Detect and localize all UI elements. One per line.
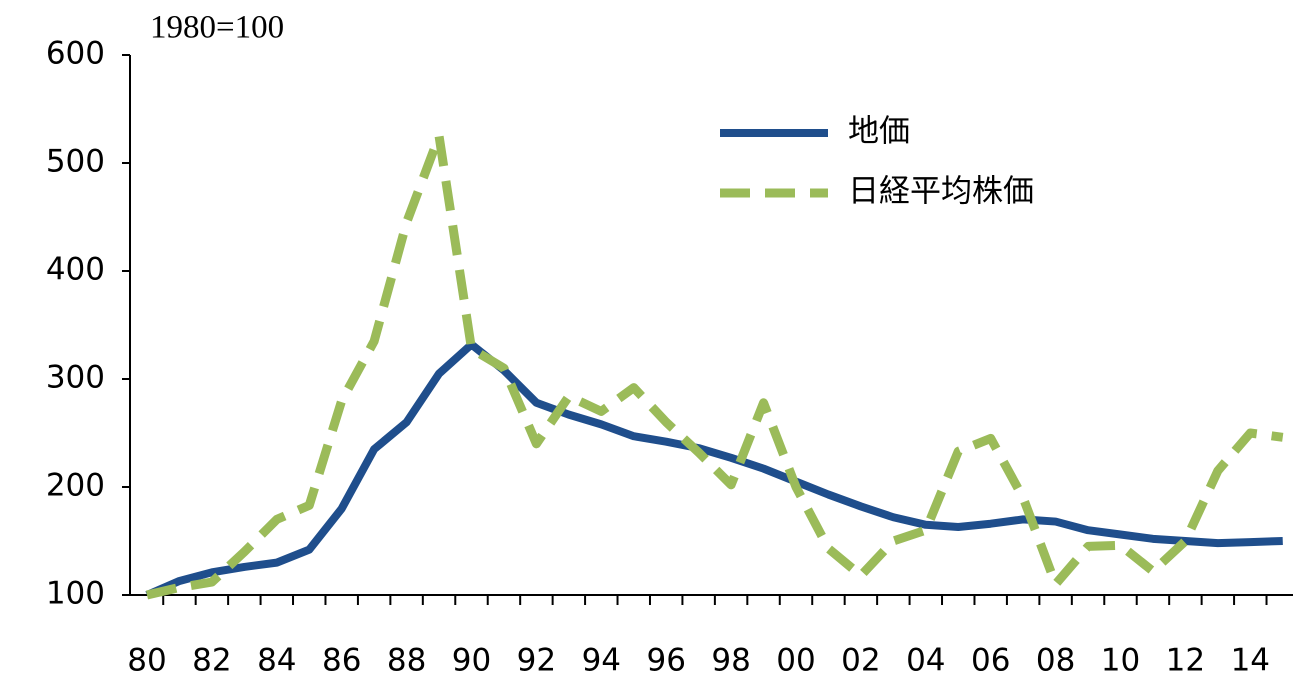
x-tick-label: 02 — [841, 643, 880, 679]
x-tick-label: 04 — [906, 643, 945, 679]
x-tick-label: 98 — [711, 643, 750, 679]
y-tick-label: 100 — [46, 576, 105, 612]
x-tick-label: 92 — [517, 643, 556, 679]
x-tick-label: 90 — [452, 643, 491, 679]
x-tick-label: 86 — [322, 643, 361, 679]
legend-label: 地価 — [848, 114, 910, 150]
y-tick-label: 500 — [46, 144, 105, 180]
x-tick-label: 00 — [776, 643, 815, 679]
x-tick-label: 88 — [387, 643, 426, 679]
x-tick-label: 06 — [971, 643, 1010, 679]
series-line — [145, 340, 1283, 599]
x-tick-label: 94 — [582, 643, 621, 679]
x-tick-label: 80 — [127, 643, 166, 679]
annotation: 1980=100 — [150, 10, 284, 46]
y-tick-label: 300 — [46, 360, 105, 396]
x-tick-label: 08 — [1036, 643, 1075, 679]
x-tick-label: 96 — [646, 643, 685, 679]
x-tick-label: 82 — [192, 643, 231, 679]
x-tick-label: 10 — [1101, 643, 1140, 679]
x-tick-label: 14 — [1231, 643, 1270, 679]
x-tick-label: 84 — [257, 643, 296, 679]
legend-label: 日経平均株価 — [848, 174, 1034, 210]
y-tick-label: 400 — [46, 252, 105, 288]
y-tick-label: 200 — [46, 468, 105, 504]
series-line — [145, 131, 1284, 600]
x-tick-label: 12 — [1166, 643, 1205, 679]
y-tick-label: 600 — [46, 36, 105, 72]
